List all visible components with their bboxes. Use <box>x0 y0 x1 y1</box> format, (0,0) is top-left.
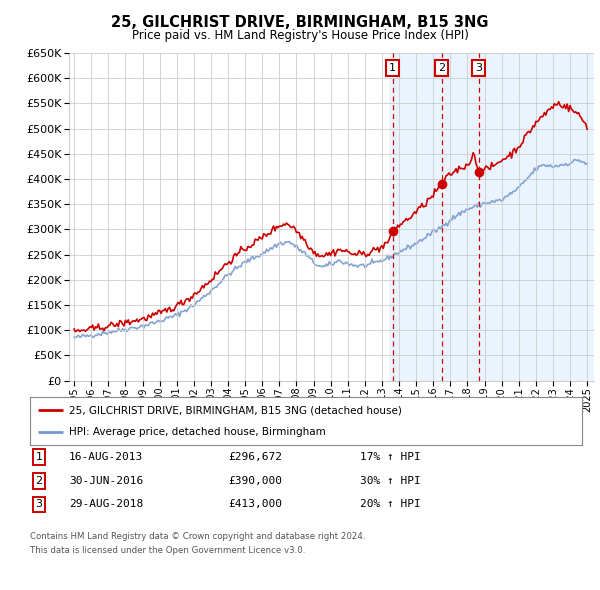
Text: 25, GILCHRIST DRIVE, BIRMINGHAM, B15 3NG (detached house): 25, GILCHRIST DRIVE, BIRMINGHAM, B15 3NG… <box>68 405 401 415</box>
Text: 20% ↑ HPI: 20% ↑ HPI <box>360 500 421 509</box>
Bar <box>389 53 600 381</box>
Text: 3: 3 <box>475 63 482 73</box>
Text: 17% ↑ HPI: 17% ↑ HPI <box>360 453 421 462</box>
Text: 1: 1 <box>35 453 43 462</box>
Text: 25, GILCHRIST DRIVE, BIRMINGHAM, B15 3NG: 25, GILCHRIST DRIVE, BIRMINGHAM, B15 3NG <box>111 15 489 30</box>
Text: 30% ↑ HPI: 30% ↑ HPI <box>360 476 421 486</box>
Text: £390,000: £390,000 <box>228 476 282 486</box>
Text: 16-AUG-2013: 16-AUG-2013 <box>69 453 143 462</box>
Text: Contains HM Land Registry data © Crown copyright and database right 2024.: Contains HM Land Registry data © Crown c… <box>30 532 365 541</box>
Text: 2: 2 <box>35 476 43 486</box>
Text: Price paid vs. HM Land Registry's House Price Index (HPI): Price paid vs. HM Land Registry's House … <box>131 30 469 42</box>
Text: 30-JUN-2016: 30-JUN-2016 <box>69 476 143 486</box>
Text: 29-AUG-2018: 29-AUG-2018 <box>69 500 143 509</box>
Text: HPI: Average price, detached house, Birmingham: HPI: Average price, detached house, Birm… <box>68 427 325 437</box>
Text: £413,000: £413,000 <box>228 500 282 509</box>
Text: This data is licensed under the Open Government Licence v3.0.: This data is licensed under the Open Gov… <box>30 546 305 555</box>
Text: 1: 1 <box>389 63 396 73</box>
Text: 3: 3 <box>35 500 43 509</box>
Text: £296,672: £296,672 <box>228 453 282 462</box>
Text: 2: 2 <box>438 63 445 73</box>
